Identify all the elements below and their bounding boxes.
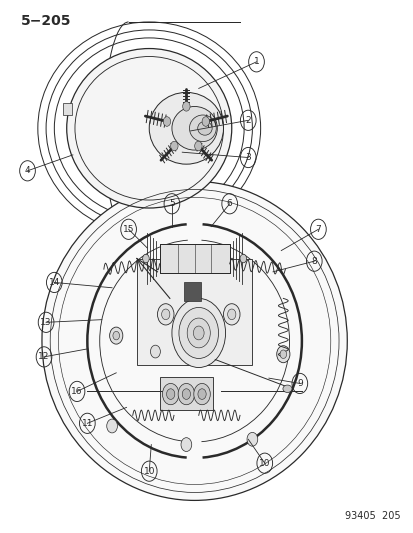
Circle shape [279, 350, 286, 359]
Circle shape [247, 432, 257, 446]
Bar [137, 259, 252, 365]
Ellipse shape [149, 92, 223, 164]
Text: 5−205: 5−205 [21, 14, 71, 28]
Text: 16: 16 [71, 387, 83, 396]
Circle shape [162, 383, 178, 405]
Circle shape [194, 141, 202, 151]
Circle shape [166, 389, 174, 399]
Ellipse shape [42, 181, 347, 500]
Circle shape [178, 308, 218, 359]
Ellipse shape [282, 385, 291, 392]
Text: 4: 4 [25, 166, 30, 175]
Text: 3: 3 [245, 153, 251, 162]
Circle shape [150, 345, 160, 358]
Ellipse shape [197, 122, 211, 135]
Text: 6: 6 [226, 199, 232, 208]
Circle shape [182, 102, 190, 111]
Ellipse shape [66, 49, 231, 208]
Text: 2: 2 [245, 116, 250, 125]
Circle shape [227, 309, 235, 320]
Text: 8: 8 [311, 257, 316, 265]
Circle shape [240, 254, 246, 263]
Circle shape [187, 318, 210, 348]
Circle shape [113, 332, 119, 340]
Text: 15: 15 [123, 225, 134, 234]
Circle shape [163, 117, 170, 126]
Circle shape [161, 309, 169, 320]
Text: 5: 5 [169, 199, 174, 208]
Bar [62, 103, 71, 115]
Circle shape [109, 327, 123, 344]
Circle shape [202, 117, 209, 126]
Ellipse shape [171, 107, 217, 150]
Text: 14: 14 [49, 278, 60, 287]
Circle shape [157, 304, 173, 325]
Text: 7: 7 [315, 225, 320, 234]
Circle shape [107, 419, 117, 433]
Circle shape [193, 326, 204, 340]
Circle shape [223, 304, 240, 325]
Circle shape [171, 298, 225, 368]
Circle shape [178, 383, 194, 405]
Circle shape [142, 254, 149, 263]
Text: 12: 12 [38, 352, 50, 361]
Text: 9: 9 [296, 379, 302, 388]
Circle shape [276, 346, 289, 363]
Text: 11: 11 [81, 419, 93, 428]
Bar [184, 282, 200, 301]
Text: 1: 1 [253, 58, 259, 66]
Circle shape [193, 383, 210, 405]
Circle shape [180, 438, 191, 451]
Text: 13: 13 [40, 318, 52, 327]
Text: 10: 10 [259, 459, 270, 467]
Text: 10: 10 [143, 467, 154, 475]
Circle shape [170, 141, 178, 151]
Text: 93405  205: 93405 205 [344, 511, 400, 521]
Ellipse shape [189, 115, 216, 142]
Circle shape [182, 389, 190, 399]
Circle shape [197, 389, 206, 399]
Bar [159, 377, 213, 410]
Bar [159, 244, 229, 273]
